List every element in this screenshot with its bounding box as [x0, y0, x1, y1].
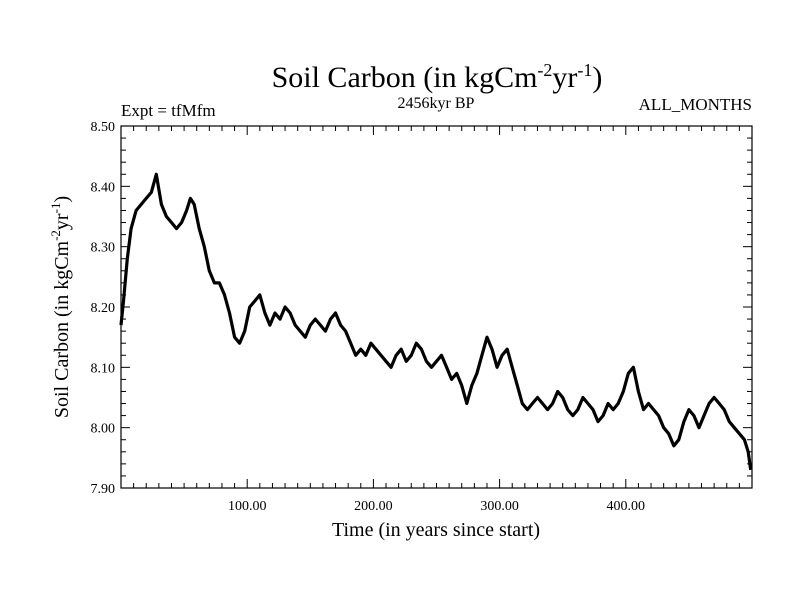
x-tick-label: 300.00 [480, 499, 519, 514]
plot-frame [120, 125, 753, 489]
y-tick-label: 8.00 [91, 422, 116, 437]
x-tick-label: 400.00 [607, 499, 646, 514]
subtitle-experiment: Expt = tfMfm [121, 101, 216, 120]
axis-ticks: 100.00 200.00 300.00 400.00 7.90 8.00 8.10 8.20… [91, 120, 752, 514]
subtitle-period: 2456kyr BP [398, 95, 475, 112]
y-tick-label: 8.40 [91, 180, 116, 195]
x-tick-label: 100.00 [228, 499, 267, 514]
y-tick-label: 8.30 [91, 241, 116, 256]
y-tick-label: 7.90 [91, 482, 116, 497]
y-tick-label: 8.20 [91, 301, 116, 316]
x-axis-label: Time (in years since start) [332, 519, 540, 541]
chart-title: Soil Carbon (in kgCm-2yr-1) [272, 60, 603, 94]
y-tick-label: 8.50 [91, 120, 116, 135]
y-axis-label: Soil Carbon (in kgCm-2yr-1) [48, 196, 73, 418]
series-line-soil-carbon [119, 172, 753, 471]
x-tick-label: 200.00 [354, 499, 393, 514]
y-tick-label: 8.10 [91, 361, 116, 376]
subtitle-months: ALL_MONTHS [639, 95, 752, 114]
